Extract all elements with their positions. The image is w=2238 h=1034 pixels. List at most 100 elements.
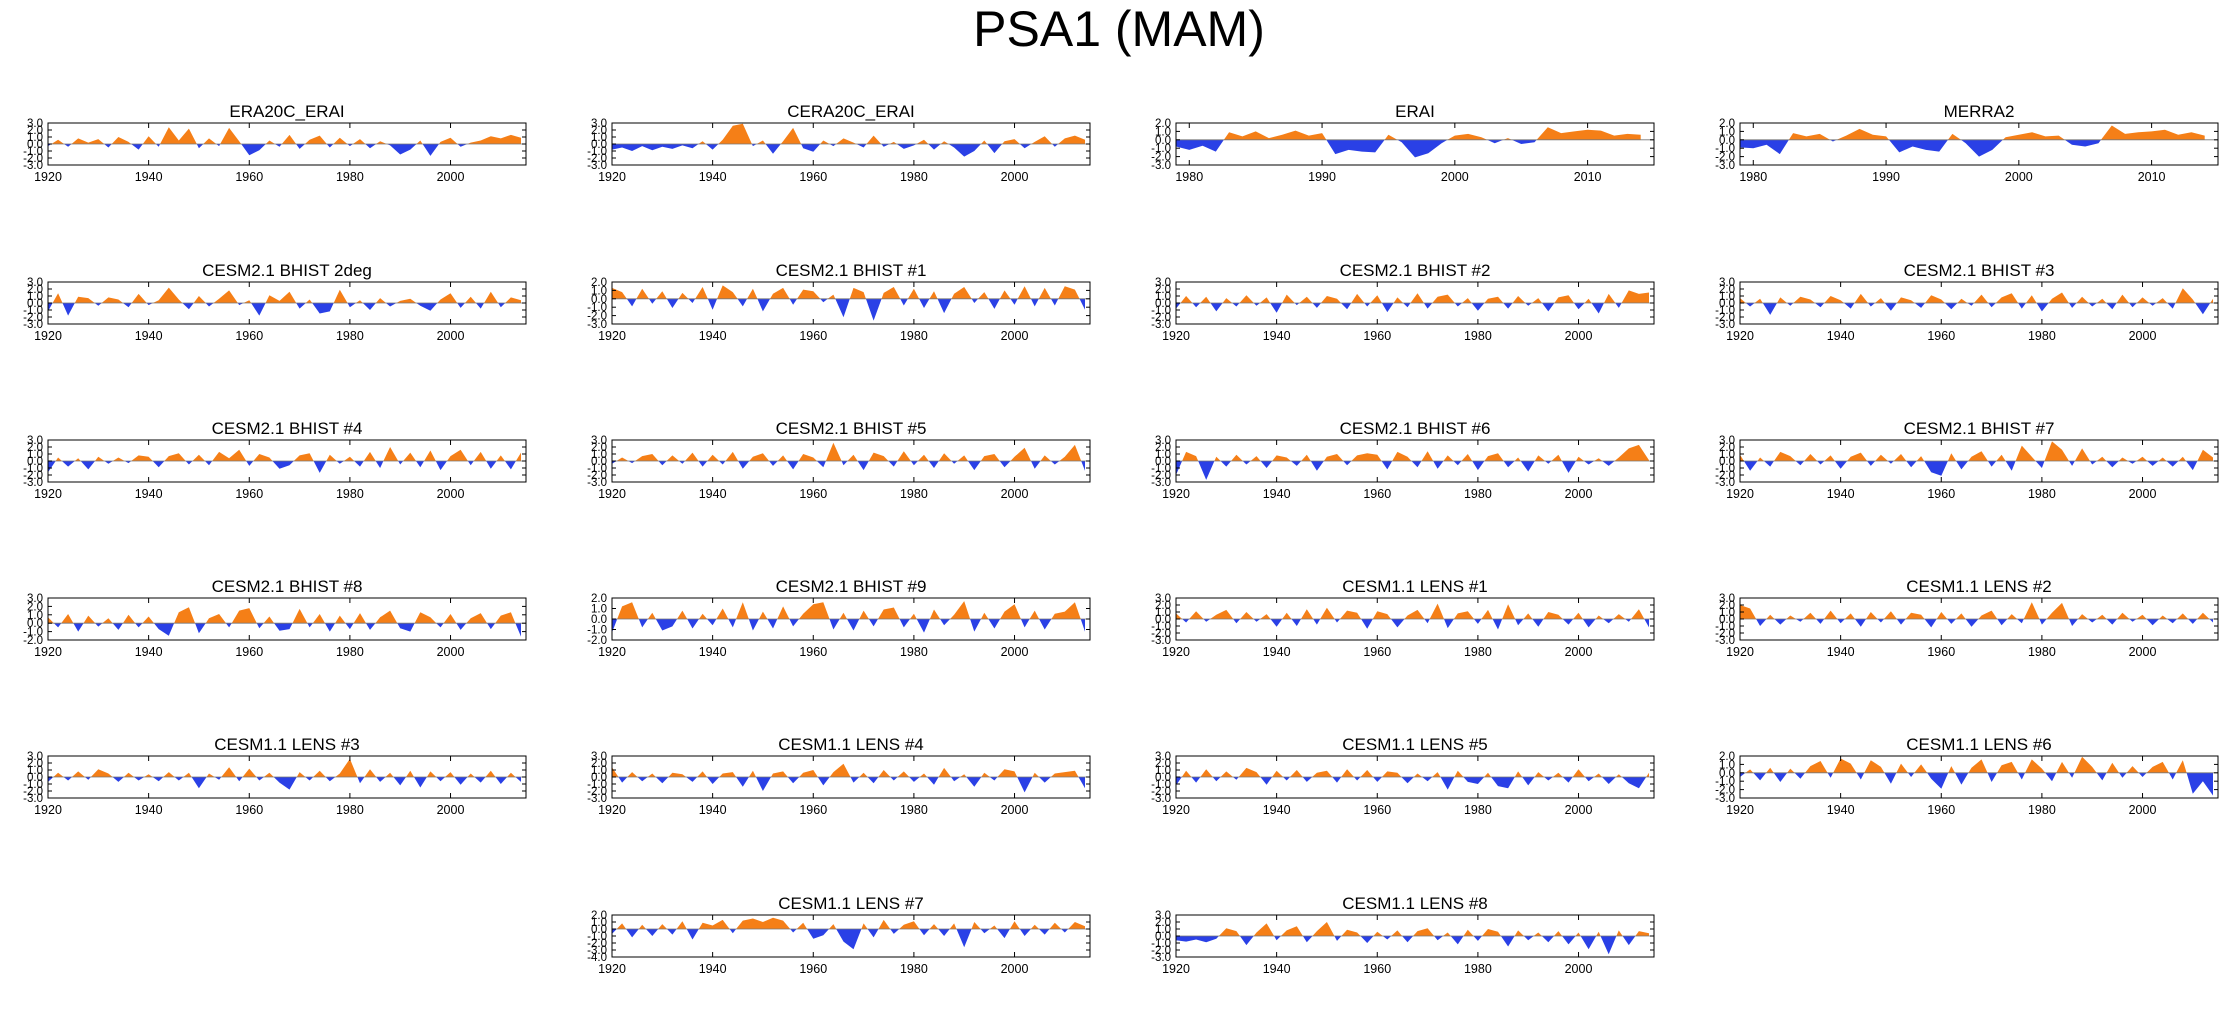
x-tick-label: 2000 [1565,329,1593,343]
y-tick-label: 0.0 [591,139,607,151]
y-tick-label: -1.0 [1151,938,1171,950]
y-tick-label: -1.0 [1151,463,1171,475]
y-tick-label: -2.0 [1715,785,1735,797]
panel-title: CESM2.1 BHIST #7 [1904,419,2055,438]
chart-panel: CESM1.1 LENS #13.02.01.00.0-1.0-2.0-3.01… [1151,577,1655,659]
chart-panel: CESM2.1 BHIST #3 3.02.01.00.0-1.0-2.0-3.0… [1715,261,2219,343]
y-tick-label: 2.0 [27,601,43,613]
y-tick-label: -1.0 [1151,779,1171,791]
panel-title: CESM1.1 LENS #1 [1342,577,1488,596]
y-tick-label: 2.0 [591,125,607,137]
y-tick-label: -3.0 [1715,635,1735,647]
x-tick-label: 2000 [1001,170,1029,184]
y-tick-label: -3.0 [1715,793,1735,805]
x-tick-label: 1940 [135,803,163,817]
x-tick-label: 1920 [1726,645,1754,659]
y-tick-label: 1.0 [591,765,607,777]
x-tick-label: 1980 [900,329,928,343]
chart-panel: CESM1.1 LENS #53.02.01.00.0-1.0-2.0-3.01… [1151,735,1655,817]
x-tick-label: 1940 [1827,329,1855,343]
y-tick-label: -2.0 [23,153,43,165]
y-tick-label: 1.0 [591,285,607,297]
x-tick-label: 1920 [34,487,62,501]
y-tick-label: 3.0 [1155,435,1171,447]
chart-panel: CESM1.1 LENS #43.02.01.00.0-1.0-2.0-3.01… [587,735,1091,817]
panel-title: CERA20C_ERAI [787,102,915,121]
x-tick-label: 1920 [598,962,626,976]
x-tick-label: 1980 [1464,329,1492,343]
y-tick-label: 2.0 [27,125,43,137]
x-tick-label: 1940 [699,645,727,659]
x-tick-label: 1960 [235,803,263,817]
panel-title: CESM2.1 BHIST #3 [1904,261,2055,280]
y-tick-label: -2.0 [1151,470,1171,482]
y-tick-label: 3.0 [27,435,43,447]
y-tick-label: -4.0 [587,952,607,964]
y-tick-label: 0.0 [1155,772,1171,784]
positive-anomaly-area [1740,441,2213,461]
chart-panel: CERA20C_ERAI 3.02.01.00.0-1.0-2.0-3.01920… [587,102,1091,184]
chart-panel: CESM1.1 LENS #83.02.01.00.0-1.0-2.0-3.01… [1151,894,1655,976]
y-tick-label: -3.0 [1715,319,1735,331]
x-tick-label: 1960 [1927,329,1955,343]
y-tick-label: -1.0 [23,627,43,639]
x-tick-label: 1980 [900,962,928,976]
y-tick-label: 2.0 [1719,442,1735,454]
x-tick-label: 2000 [1441,170,1469,184]
y-tick-label: 2.0 [591,442,607,454]
y-tick-label: 2.0 [1155,600,1171,612]
chart-panel: CESM1.1 LENS #6 2.01.00.0-1.0-2.0-3.01920… [1715,735,2219,817]
x-tick-label: 1960 [799,487,827,501]
positive-anomaly-area [48,287,521,303]
y-tick-label: -2.0 [587,938,607,950]
panel-title: CESM1.1 LENS #7 [778,894,924,913]
x-tick-label: 1920 [34,803,62,817]
chart-panel: CESM2.1 BHIST 2deg 3.02.01.00.0-1.0-2.0-3… [23,261,527,343]
x-tick-label: 1960 [1363,487,1391,501]
y-tick-label: -2.0 [587,153,607,165]
y-tick-label: -2.0 [1151,628,1171,640]
x-tick-label: 1920 [1162,487,1190,501]
x-tick-label: 1920 [1162,803,1190,817]
y-tick-label: 1.0 [27,449,43,461]
positive-anomaly-area [1176,603,1649,619]
y-tick-label: 3.0 [591,751,607,763]
x-tick-label: 1960 [799,170,827,184]
y-tick-label: -2.0 [587,470,607,482]
panel-title: ERAI [1395,102,1435,121]
x-tick-label: 2010 [1574,170,1602,184]
x-tick-label: 1920 [1726,487,1754,501]
x-tick-label: 1980 [1464,645,1492,659]
chart-panel: CESM2.1 BHIST #6 3.02.01.00.0-1.0-2.0-3.0… [1151,419,1655,501]
negative-anomaly-area [1740,772,2213,796]
x-tick-label: 1980 [2028,645,2056,659]
x-tick-label: 2000 [2129,487,2157,501]
y-tick-label: -3.0 [23,319,43,331]
panel-title: CESM2.1 BHIST #4 [212,419,363,438]
negative-anomaly-area [612,298,1085,321]
x-tick-label: 1920 [34,170,62,184]
y-tick-label: -2.0 [1715,628,1735,640]
positive-anomaly-area [48,758,521,777]
negative-anomaly-area [48,461,521,473]
positive-anomaly-area [1176,767,1649,777]
negative-anomaly-area [612,777,1085,793]
x-tick-label: 1960 [1363,645,1391,659]
x-tick-label: 1980 [1175,170,1203,184]
x-tick-label: 1960 [1927,803,1955,817]
y-tick-label: 3.0 [591,435,607,447]
y-tick-label: 0.0 [591,456,607,468]
x-tick-label: 2000 [437,170,465,184]
y-tick-label: 0.0 [1155,931,1171,943]
x-tick-label: 1940 [699,170,727,184]
y-tick-label: 1.0 [1155,291,1171,303]
y-tick-label: -3.0 [587,945,607,957]
y-tick-label: -1.0 [1151,305,1171,317]
x-tick-label: 2000 [2129,645,2157,659]
figure-title: PSA1 (MAM) [973,1,1265,57]
y-tick-label: 3.0 [27,593,43,605]
x-tick-label: 1980 [2028,329,2056,343]
x-tick-label: 1980 [900,170,928,184]
